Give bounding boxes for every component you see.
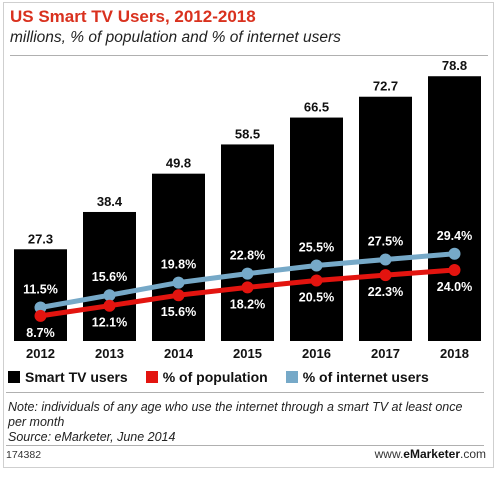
chart-legend: Smart TV users % of population % of inte… [8,368,447,386]
chart-title: US Smart TV Users, 2012-2018 [10,7,256,26]
point-pct-internet-users-2016 [310,259,323,272]
x-axis: 2012 2013 2014 2015 2016 2017 2018 [26,346,469,361]
chart-id: 174382 [6,449,42,461]
label-pct-internet-users-2018: 29.4% [437,229,472,243]
point-pct-population-2017 [379,269,392,282]
label-pct-internet-users-2017: 27.5% [368,235,403,249]
legend-item-pct-population: % of population [145,369,268,385]
legend-item-smart-tv-users: Smart TV users [8,369,128,385]
point-pct-internet-users-2014 [172,276,185,289]
label-pct-internet-users-2016: 25.5% [299,241,334,255]
label-pct-internet-users-2013: 15.6% [92,270,127,284]
chart-note: Note: individuals of any age who use the… [8,400,478,445]
x-tick-2016: 2016 [302,346,331,361]
legend-label-pct-internet-users: % of internet users [302,369,429,385]
legend-swatch-pct-internet-users [285,371,298,383]
point-pct-internet-users-2018 [448,247,461,260]
point-pct-internet-users-2017 [379,253,392,266]
label-pct-internet-users-2015: 22.8% [230,249,265,263]
title-divider [10,55,488,56]
label-pct-population-2018: 24.0% [437,280,472,294]
point-pct-population-2015 [241,281,254,294]
legend-label-pct-population: % of population [162,369,268,385]
bar-label-2016: 66.5 [304,100,329,115]
label-pct-population-2015: 18.2% [230,297,265,311]
x-tick-2013: 2013 [95,346,124,361]
data-labels: 27.3 38.4 49.8 58.5 66.5 72.7 78.8 11.5% 15.6% 19… [23,58,472,340]
emarketer-link[interactable]: www.eMarketer.com [375,447,486,461]
chart-plot: 27.3 38.4 49.8 58.5 66.5 72.7 78.8 11.5% 15.6% 19… [14,58,481,361]
bar-smart-tv-2018 [428,76,481,342]
label-pct-population-2016: 20.5% [299,291,334,305]
chart-subtitle: millions, % of population and % of inter… [10,29,341,46]
bar-smart-tv-2012 [14,249,67,341]
bar-smart-tv-2017 [359,96,412,341]
point-pct-population-2016 [310,274,323,287]
point-pct-population-2013 [103,299,116,312]
legend-label-smart-tv-users: Smart TV users [25,369,128,385]
bar-label-2012: 27.3 [28,231,53,246]
bar-label-2018: 78.8 [442,58,467,73]
point-pct-internet-users-2015 [241,267,254,280]
bar-smart-tv-2014 [152,173,205,341]
point-pct-internet-users-2012 [34,301,47,314]
legend-divider [6,392,484,393]
label-pct-population-2014: 15.6% [161,305,196,319]
point-pct-population-2014 [172,289,185,302]
brand-name: eMarketer [403,447,460,461]
brand-prefix: www. [374,447,404,461]
label-pct-population-2012: 8.7% [26,326,55,340]
bar-smart-tv-2016 [290,117,343,341]
source-text: Source: eMarketer, June 2014 [8,430,176,444]
bar-label-2013: 38.4 [97,194,123,209]
legend-swatch-smart-tv-users [8,371,20,383]
bar-label-2017: 72.7 [373,79,398,94]
bar-series [14,76,481,342]
note-text: Note: individuals of any age who use the… [8,400,463,429]
x-tick-2012: 2012 [26,346,55,361]
bar-smart-tv-2015 [221,144,274,341]
x-tick-2017: 2017 [371,346,400,361]
x-tick-2015: 2015 [233,346,262,361]
label-pct-population-2013: 12.1% [92,316,127,330]
line-series [34,247,461,322]
x-tick-2018: 2018 [440,346,469,361]
x-tick-2014: 2014 [164,346,194,361]
label-pct-internet-users-2014: 19.8% [161,258,196,272]
point-pct-population-2012 [34,309,47,322]
brand-suffix: .com [459,447,486,461]
label-pct-internet-users-2012: 11.5% [23,283,58,297]
label-pct-population-2017: 22.3% [368,285,403,299]
bar-label-2015: 58.5 [235,126,260,141]
point-pct-population-2018 [448,264,461,276]
bar-label-2014: 49.8 [166,156,191,171]
legend-item-pct-internet-users: % of internet users [285,369,429,385]
point-pct-internet-users-2013 [103,289,116,302]
bar-smart-tv-2013 [83,211,136,341]
footer-divider [6,445,484,446]
legend-swatch-pct-population [145,371,158,383]
